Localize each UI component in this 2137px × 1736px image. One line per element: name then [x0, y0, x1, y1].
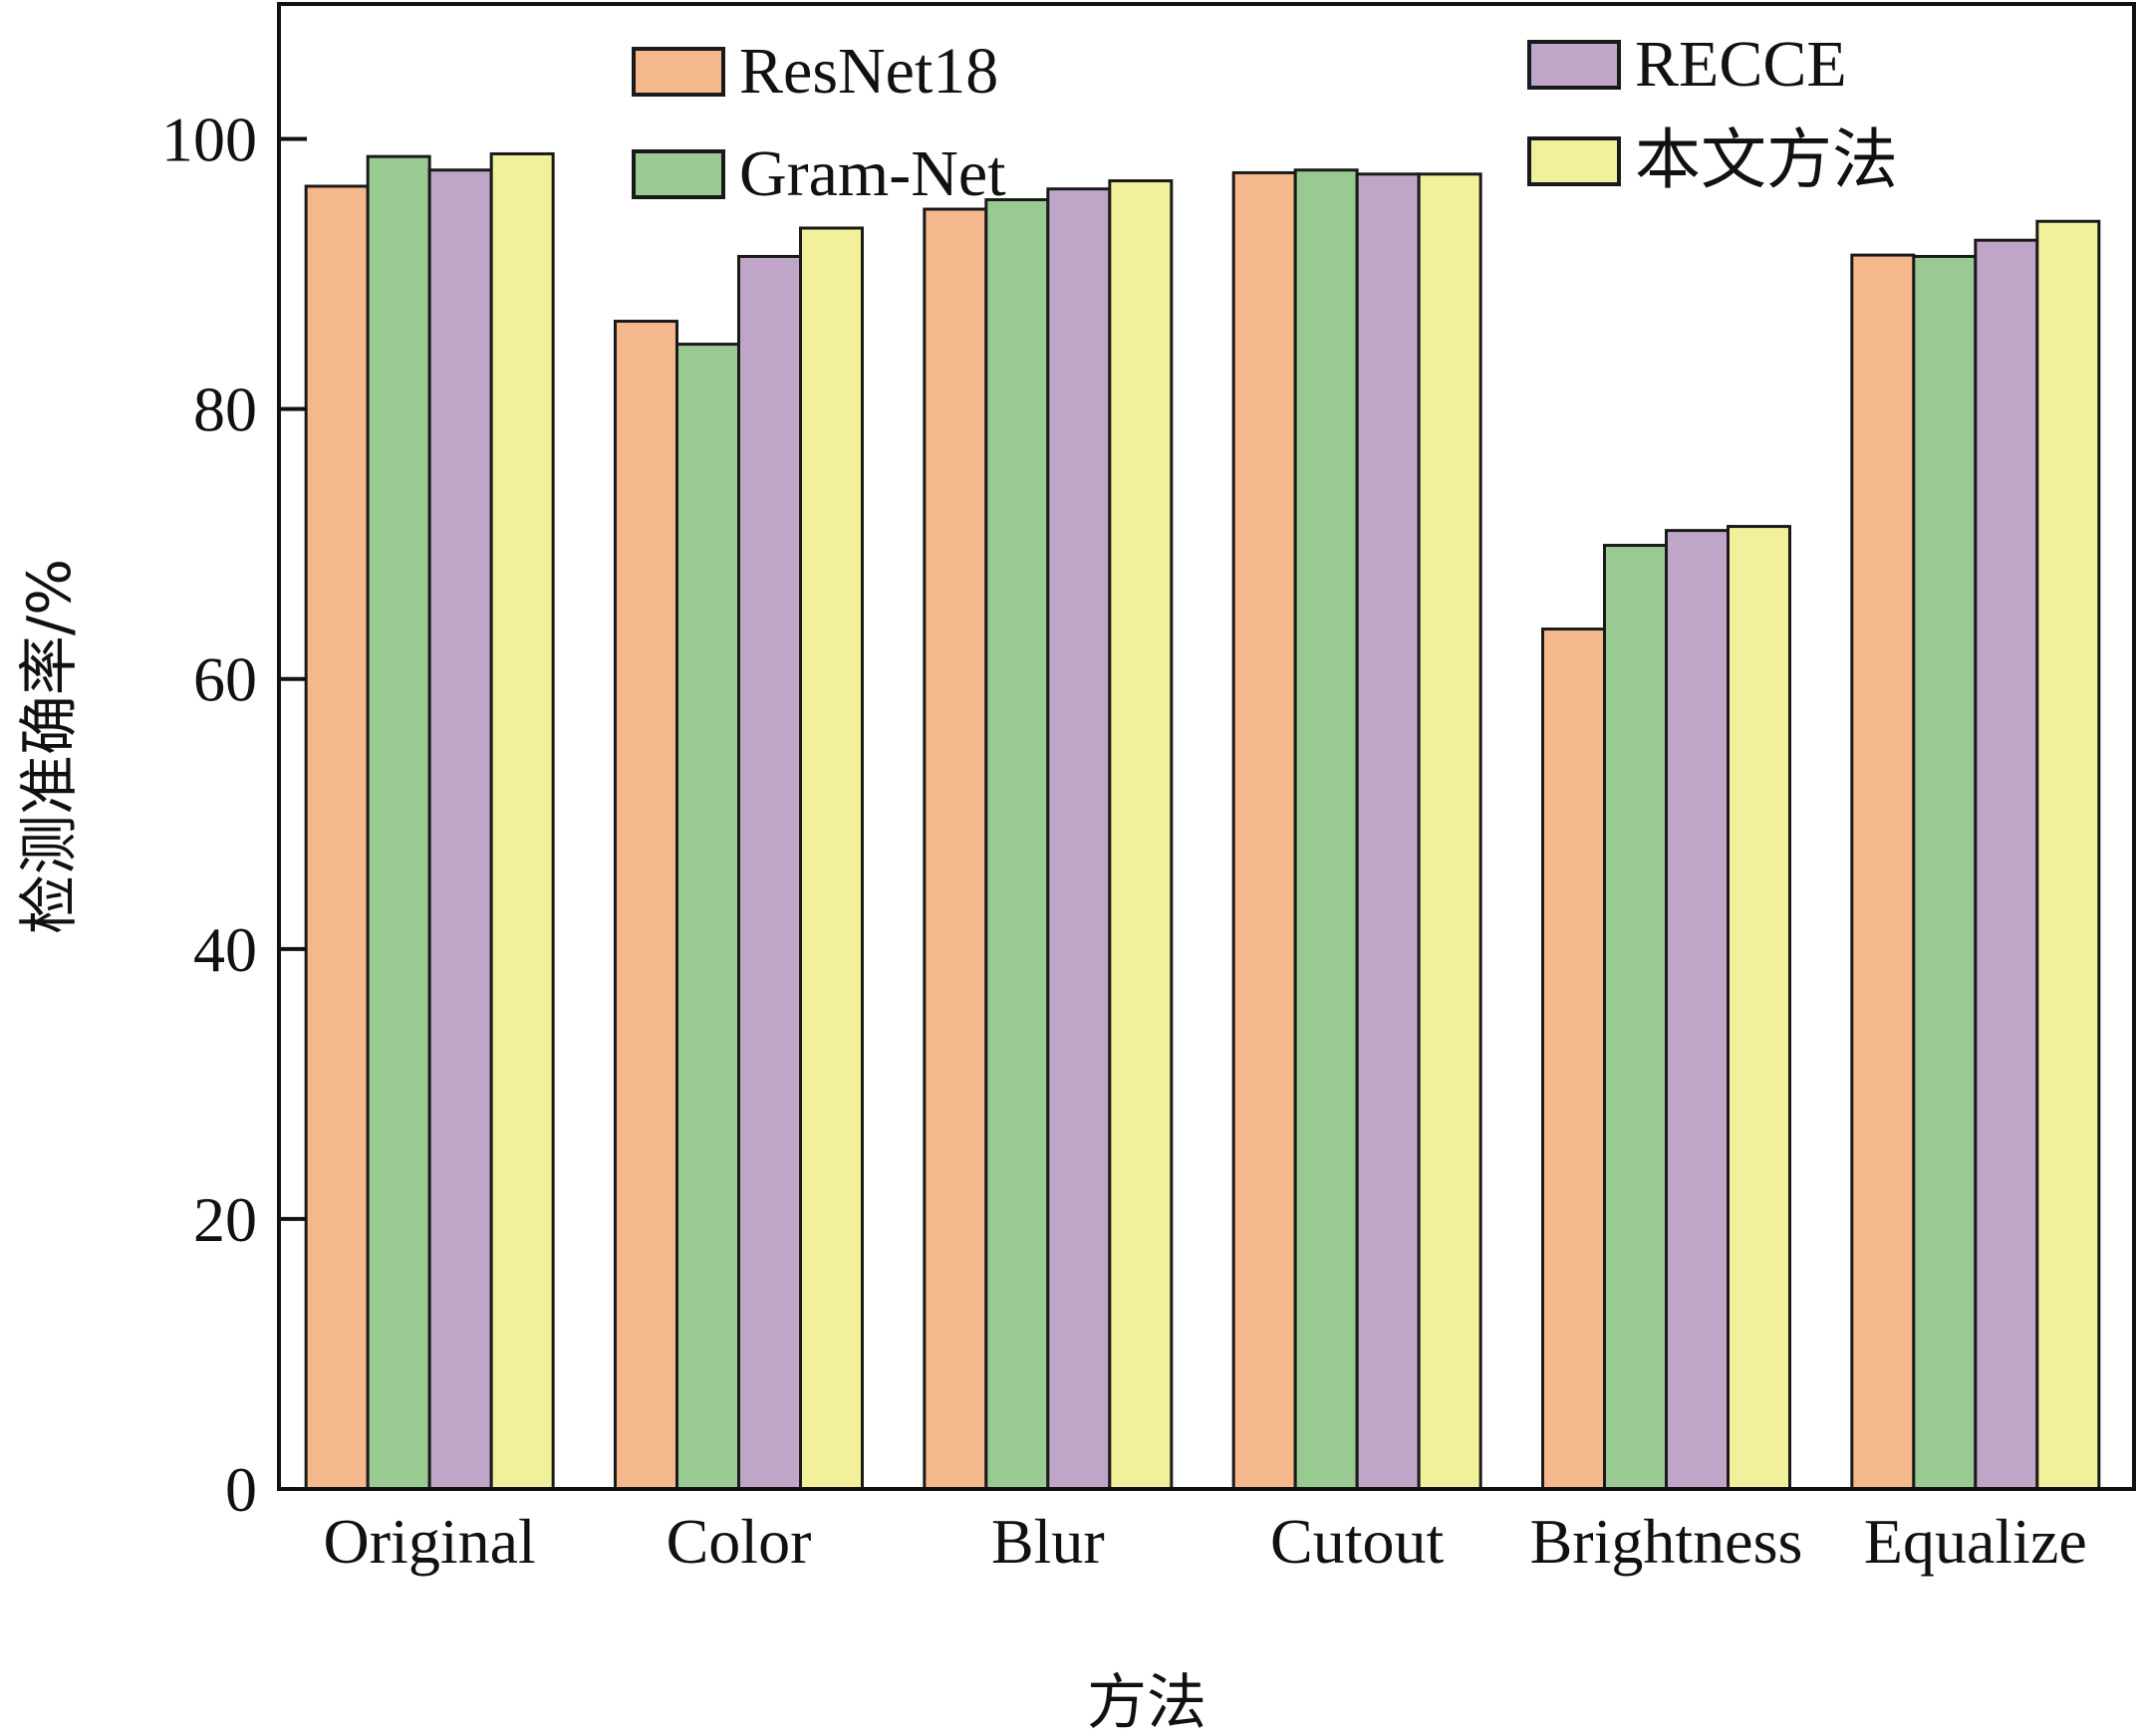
legend-swatch [632, 149, 725, 199]
bar-ResNet18-Cutout [1231, 170, 1297, 1491]
bar-本文方法-Equalize [2035, 219, 2101, 1491]
legend-label: ResNet18 [739, 35, 998, 108]
legend-label: 本文方法 [1635, 124, 1898, 197]
y-axis-label: 检测准确率/% [15, 559, 85, 934]
legend: ResNet18 Gram-Net RECCE 本文方法 [632, 28, 1898, 210]
bar-RECCE-Blur [1046, 187, 1112, 1491]
bar-Gram-Net-Color [675, 343, 740, 1491]
y-tick-label: 60 [193, 644, 257, 715]
y-tick-label: 100 [161, 105, 257, 175]
bar-RECCE-Cutout [1355, 172, 1421, 1491]
bar-ResNet18-Equalize [1850, 253, 1916, 1491]
y-axis-ticks: 0 20 40 60 80 100 [161, 105, 307, 1525]
bar-Gram-Net-Cutout [1293, 168, 1359, 1491]
bar-Gram-Net-Brightness [1603, 544, 1668, 1491]
bar-RECCE-Brightness [1665, 529, 1730, 1491]
legend-swatch [1527, 40, 1621, 90]
bar-本文方法-Brightness [1727, 525, 1791, 1491]
bar-ResNet18-Blur [923, 207, 988, 1491]
bar-ResNet18-Original [304, 184, 370, 1491]
bar-Gram-Net-Equalize [1912, 254, 1978, 1491]
bar-Gram-Net-Original [366, 154, 431, 1491]
plot-frame [277, 2, 2136, 1491]
y-tick-label: 40 [193, 914, 257, 985]
legend-label: Gram-Net [739, 137, 1006, 210]
x-tick-label: Equalize [1864, 1506, 2087, 1577]
legend-swatch [1527, 136, 1621, 186]
bars-group [304, 151, 2101, 1491]
bar-RECCE-Equalize [1974, 238, 2039, 1491]
bar-本文方法-Original [489, 151, 555, 1491]
bar-ResNet18-Color [614, 320, 678, 1491]
bar-RECCE-Color [737, 254, 802, 1491]
bar-RECCE-Original [427, 168, 493, 1491]
y-tick-label: 20 [193, 1184, 257, 1255]
legend-swatch [632, 47, 725, 97]
x-tick-label: Blur [991, 1506, 1105, 1577]
x-tick-label: Cutout [1270, 1506, 1444, 1577]
bar-ResNet18-Brightness [1541, 627, 1606, 1491]
x-axis-ticks: Original Color Blur Cutout Brightness Equaliz… [324, 1506, 2087, 1577]
x-axis-label: 方法 [1087, 1668, 1206, 1736]
y-tick-label: 0 [225, 1454, 257, 1525]
bar-Gram-Net-Blur [984, 198, 1050, 1491]
bar-本文方法-Blur [1108, 179, 1174, 1491]
bar-本文方法-Color [799, 226, 864, 1491]
x-tick-label: Color [667, 1506, 812, 1577]
legend-label: RECCE [1635, 28, 1847, 101]
x-tick-label: Original [324, 1506, 536, 1577]
y-tick-label: 80 [193, 374, 257, 445]
bar-本文方法-Cutout [1417, 172, 1482, 1491]
x-tick-label: Brightness [1530, 1506, 1803, 1577]
